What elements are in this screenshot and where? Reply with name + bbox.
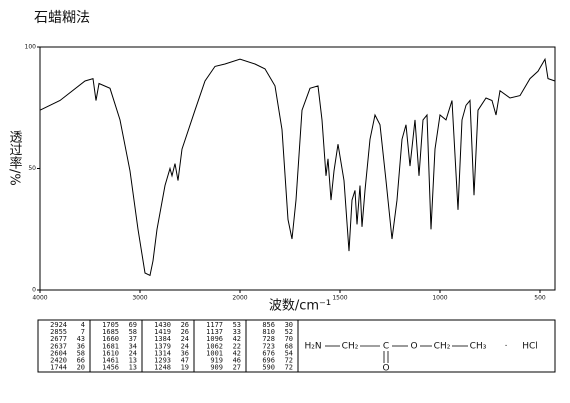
wavenumber-cell: 1314 [154, 349, 171, 357]
transmittance-cell: 30 [285, 321, 293, 329]
plot-frame [39, 46, 556, 291]
x-axis-label: 波数/cm⁻¹ [269, 299, 331, 314]
structure-atom: C [383, 342, 389, 352]
transmittance-cell: 24 [181, 342, 189, 350]
transmittance-cell: 72 [285, 364, 293, 372]
transmittance-cell: 4 [81, 321, 85, 329]
wavenumber-cell: 1096 [206, 335, 223, 343]
spectrum-line [39, 57, 556, 277]
transmittance-cell: 58 [77, 349, 85, 357]
wavenumber-cell: 856 [262, 321, 275, 329]
transmittance-cell: 66 [77, 357, 85, 365]
transmittance-cell: 26 [181, 328, 189, 336]
transmittance-cell: 42 [233, 335, 241, 343]
structure-atom: CH₃ [470, 342, 487, 352]
transmittance-cell: 52 [285, 328, 293, 336]
transmittance-cell: 37 [129, 335, 137, 343]
transmittance-cell: 7 [81, 328, 85, 336]
y-tick-label: 0 [32, 287, 36, 294]
wavenumber-cell: 590 [262, 364, 275, 372]
transmittance-cell: 24 [129, 349, 137, 357]
wavenumber-cell: 1177 [206, 321, 223, 329]
structure-atom: O [410, 342, 417, 352]
wavenumber-cell: 2637 [50, 342, 67, 350]
wavenumber-cell: 2677 [50, 335, 67, 343]
wavenumber-cell: 1660 [102, 335, 119, 343]
wavenumber-cell: 723 [262, 342, 275, 350]
transmittance-cell: 43 [77, 335, 85, 343]
transmittance-cell: 53 [233, 321, 241, 329]
wavenumber-cell: 1137 [206, 328, 223, 336]
structure-atom: CH₂ [434, 342, 451, 352]
transmittance-cell: 58 [129, 328, 137, 336]
transmittance-cell: 20 [77, 364, 85, 372]
wavenumber-cell: 728 [262, 335, 275, 343]
wavenumber-cell: 1001 [206, 349, 223, 357]
wavenumber-cell: 696 [262, 357, 275, 365]
transmittance-cell: 26 [181, 321, 189, 329]
table-frame [37, 319, 556, 373]
transmittance-cell: 47 [181, 357, 189, 365]
wavenumber-cell: 1293 [154, 357, 171, 365]
x-tick-label: 3000 [132, 295, 147, 302]
transmittance-cell: 70 [285, 335, 293, 343]
x-tick-label: 1000 [432, 295, 447, 302]
wavenumber-cell: 810 [262, 328, 275, 336]
wavenumber-cell: 1744 [50, 364, 67, 372]
transmittance-cell: 24 [181, 335, 189, 343]
transmittance-cell: 72 [285, 357, 293, 365]
transmittance-cell: 54 [285, 349, 293, 357]
wavenumber-cell: 1248 [154, 364, 171, 372]
x-tick-label: 2000 [232, 295, 247, 302]
wavenumber-cell: 1705 [102, 321, 119, 329]
wavenumber-cell: 2604 [50, 349, 67, 357]
x-tick-label: 500 [534, 295, 546, 302]
structure-atom: H₂N [304, 342, 321, 352]
transmittance-cell: 34 [129, 342, 137, 350]
transmittance-cell: 68 [285, 342, 293, 350]
wavenumber-cell: 1461 [102, 357, 119, 365]
transmittance-cell: 33 [233, 328, 241, 336]
wavenumber-cell: 1384 [154, 335, 171, 343]
structure-atom: HCl [522, 342, 538, 352]
wavenumber-cell: 1681 [102, 342, 119, 350]
transmittance-cell: 46 [233, 357, 241, 365]
wavenumber-cell: 1685 [102, 328, 119, 336]
wavenumber-cell: 676 [262, 349, 275, 357]
wavenumber-cell: 1062 [206, 342, 223, 350]
chart-title: 石蜡糊法 [34, 10, 90, 26]
transmittance-cell: 69 [129, 321, 137, 329]
transmittance-cell: 42 [233, 349, 241, 357]
y-axis-label: 透过率/% [7, 130, 23, 186]
structure-atom: O [382, 364, 389, 374]
x-tick-label: 4000 [32, 295, 47, 302]
wavenumber-cell: 919 [210, 357, 223, 365]
structure-atom: CH₂ [342, 342, 359, 352]
transmittance-cell: 22 [233, 342, 241, 350]
wavenumber-cell: 1456 [102, 364, 119, 372]
transmittance-cell: 36 [77, 342, 85, 350]
wavenumber-cell: 2924 [50, 321, 67, 329]
wavenumber-cell: 1430 [154, 321, 171, 329]
wavenumber-cell: 1610 [102, 349, 119, 357]
wavenumber-cell: 1379 [154, 342, 171, 350]
y-tick-label: 100 [25, 44, 37, 51]
structure-atom: · [505, 342, 508, 352]
x-tick-label: 1500 [332, 295, 347, 302]
wavenumber-cell: 909 [210, 364, 223, 372]
wavenumber-cell: 2420 [50, 357, 67, 365]
transmittance-cell: 19 [181, 364, 189, 372]
transmittance-cell: 36 [181, 349, 189, 357]
y-tick-label: 50 [28, 165, 36, 172]
transmittance-cell: 13 [129, 364, 137, 372]
transmittance-cell: 27 [233, 364, 241, 372]
wavenumber-cell: 2855 [50, 328, 67, 336]
wavenumber-cell: 1419 [154, 328, 171, 336]
transmittance-cell: 13 [129, 357, 137, 365]
